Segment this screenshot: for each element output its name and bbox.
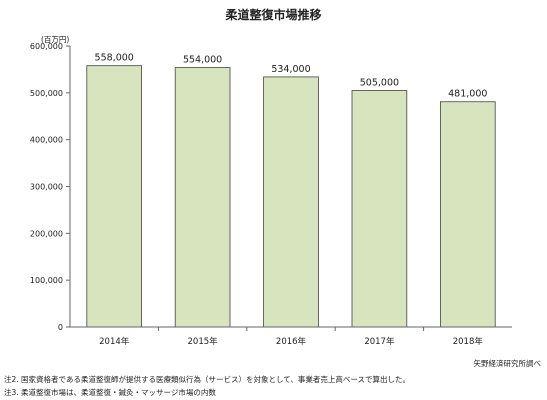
x-tick-label: 2016年	[276, 336, 307, 347]
bar	[86, 65, 143, 328]
note-3: 注3. 柔道整復市場は、柔道整復・鍼灸・マッサージ市場の内数	[4, 388, 216, 397]
y-tick-label: 300,000	[30, 183, 63, 192]
y-tick-label: 200,000	[30, 229, 63, 238]
y-tick-label: 500,000	[30, 89, 63, 98]
x-tick-label: 2015年	[188, 336, 219, 347]
y-tick-label: 100,000	[30, 276, 63, 285]
data-label: 554,000	[183, 55, 222, 66]
x-tick-label: 2017年	[364, 336, 395, 347]
data-label: 558,000	[95, 53, 134, 64]
note-2: 注2. 国家資格者である柔道整復師が提供する医療類似行為（サービス）を対象として…	[4, 375, 410, 384]
y-axis-unit-label: (百万円)	[41, 35, 70, 44]
bar	[351, 90, 408, 328]
data-label: 534,000	[271, 64, 310, 75]
bar	[174, 67, 231, 328]
y-tick-label: 600,000	[30, 42, 63, 51]
data-label: 481,000	[448, 89, 487, 100]
notes: 注2. 国家資格者である柔道整復師が提供する医療類似行為（サービス）を対象として…	[4, 373, 410, 399]
chart-title: 柔道整復市場推移	[225, 8, 322, 22]
x-tick-label: 2018年	[453, 336, 484, 347]
y-tick-label: 400,000	[30, 136, 63, 145]
bar	[263, 76, 319, 328]
bar	[439, 101, 496, 328]
source-credit: 矢野経済研究所調べ	[473, 359, 542, 368]
y-tick-label: 0	[58, 323, 63, 332]
data-label: 505,000	[360, 77, 399, 88]
x-tick-label: 2014年	[99, 336, 130, 347]
